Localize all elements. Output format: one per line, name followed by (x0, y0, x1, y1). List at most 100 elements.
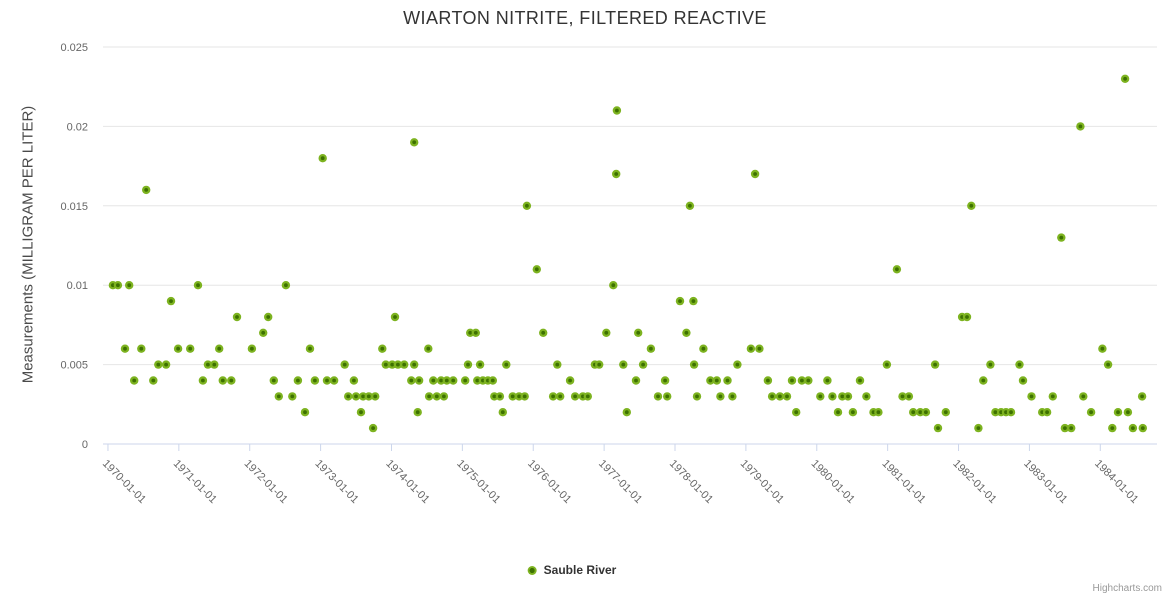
data-point[interactable] (1048, 392, 1058, 401)
data-point[interactable] (833, 408, 843, 417)
data-point[interactable] (410, 138, 419, 147)
data-point[interactable] (1120, 74, 1130, 84)
data-point[interactable] (351, 392, 361, 401)
data-point[interactable] (689, 296, 698, 306)
data-point[interactable] (247, 344, 257, 353)
data-point[interactable] (463, 360, 473, 369)
data-point[interactable] (682, 328, 691, 337)
data-point[interactable] (570, 392, 580, 401)
data-point[interactable] (941, 408, 950, 417)
data-point[interactable] (1113, 408, 1123, 417)
data-point[interactable] (733, 360, 742, 369)
data-point[interactable] (281, 281, 291, 290)
data-point[interactable] (475, 360, 485, 369)
data-point[interactable] (706, 376, 715, 385)
data-point[interactable] (1076, 122, 1085, 131)
data-point[interactable] (1015, 360, 1024, 369)
data-point[interactable] (161, 360, 171, 369)
data-point[interactable] (142, 185, 151, 195)
data-point[interactable] (874, 408, 883, 417)
data-point[interactable] (381, 360, 390, 369)
data-point[interactable] (488, 376, 497, 385)
data-point[interactable] (344, 392, 353, 401)
data-point[interactable] (215, 344, 224, 353)
data-point[interactable] (816, 392, 825, 401)
data-point[interactable] (522, 201, 532, 210)
data-point[interactable] (612, 169, 621, 179)
data-point[interactable] (1098, 344, 1107, 353)
data-point[interactable] (962, 312, 972, 322)
data-point[interactable] (390, 312, 400, 322)
data-point[interactable] (432, 392, 441, 401)
data-point[interactable] (520, 392, 529, 401)
data-point[interactable] (305, 344, 315, 353)
data-point[interactable] (1128, 423, 1138, 433)
data-point[interactable] (653, 392, 663, 401)
data-point[interactable] (1138, 423, 1148, 433)
data-point[interactable] (1086, 408, 1096, 417)
data-point[interactable] (393, 360, 403, 369)
data-point[interactable] (892, 265, 902, 274)
data-point[interactable] (349, 376, 359, 385)
data-point[interactable] (750, 169, 760, 179)
data-point[interactable] (1108, 423, 1117, 433)
data-point[interactable] (442, 376, 451, 385)
data-point[interactable] (692, 392, 702, 401)
data-point[interactable] (804, 376, 813, 385)
data-point[interactable] (882, 360, 892, 369)
data-point[interactable] (904, 392, 914, 401)
data-point[interactable] (979, 376, 988, 385)
data-point[interactable] (210, 360, 219, 369)
data-point[interactable] (198, 376, 208, 385)
data-point[interactable] (439, 392, 449, 401)
data-point[interactable] (193, 281, 203, 290)
data-point[interactable] (595, 360, 604, 369)
data-point[interactable] (974, 423, 983, 433)
data-point[interactable] (1123, 408, 1133, 417)
data-point[interactable] (378, 344, 387, 353)
data-point[interactable] (300, 408, 310, 417)
data-point[interactable] (855, 376, 865, 385)
data-point[interactable] (1006, 408, 1016, 417)
data-point[interactable] (318, 154, 327, 163)
data-point[interactable] (310, 376, 320, 385)
data-point[interactable] (843, 392, 853, 401)
legend-item-sauble-river[interactable]: Sauble River (527, 563, 616, 577)
data-point[interactable] (823, 376, 832, 385)
data-point[interactable] (565, 376, 575, 385)
data-point[interactable] (264, 312, 273, 322)
data-point[interactable] (137, 344, 146, 353)
data-point[interactable] (371, 392, 380, 401)
data-point[interactable] (232, 312, 242, 322)
data-point[interactable] (149, 376, 158, 385)
data-point[interactable] (548, 392, 558, 401)
data-point[interactable] (166, 296, 176, 306)
data-point[interactable] (792, 408, 801, 417)
data-point[interactable] (1103, 360, 1113, 369)
data-point[interactable] (461, 376, 470, 385)
data-point[interactable] (340, 360, 349, 369)
data-point[interactable] (410, 360, 419, 369)
data-point[interactable] (755, 344, 764, 353)
data-point[interactable] (495, 392, 505, 401)
data-point[interactable] (746, 344, 756, 353)
data-point[interactable] (556, 392, 565, 401)
data-point[interactable] (1067, 423, 1076, 433)
data-point[interactable] (1060, 423, 1070, 433)
data-point[interactable] (675, 296, 685, 306)
data-point[interactable] (414, 376, 424, 385)
data-point[interactable] (293, 376, 303, 385)
data-point[interactable] (622, 408, 631, 417)
data-point[interactable] (502, 360, 511, 369)
data-point[interactable] (424, 344, 433, 353)
data-point[interactable] (356, 408, 366, 417)
data-point[interactable] (638, 360, 648, 369)
data-point[interactable] (716, 392, 725, 401)
data-point[interactable] (689, 360, 699, 369)
data-point[interactable] (154, 360, 163, 369)
data-point[interactable] (1027, 392, 1036, 401)
data-point[interactable] (787, 376, 797, 385)
data-point[interactable] (125, 281, 134, 290)
data-point[interactable] (660, 376, 670, 385)
data-point[interactable] (329, 376, 339, 385)
